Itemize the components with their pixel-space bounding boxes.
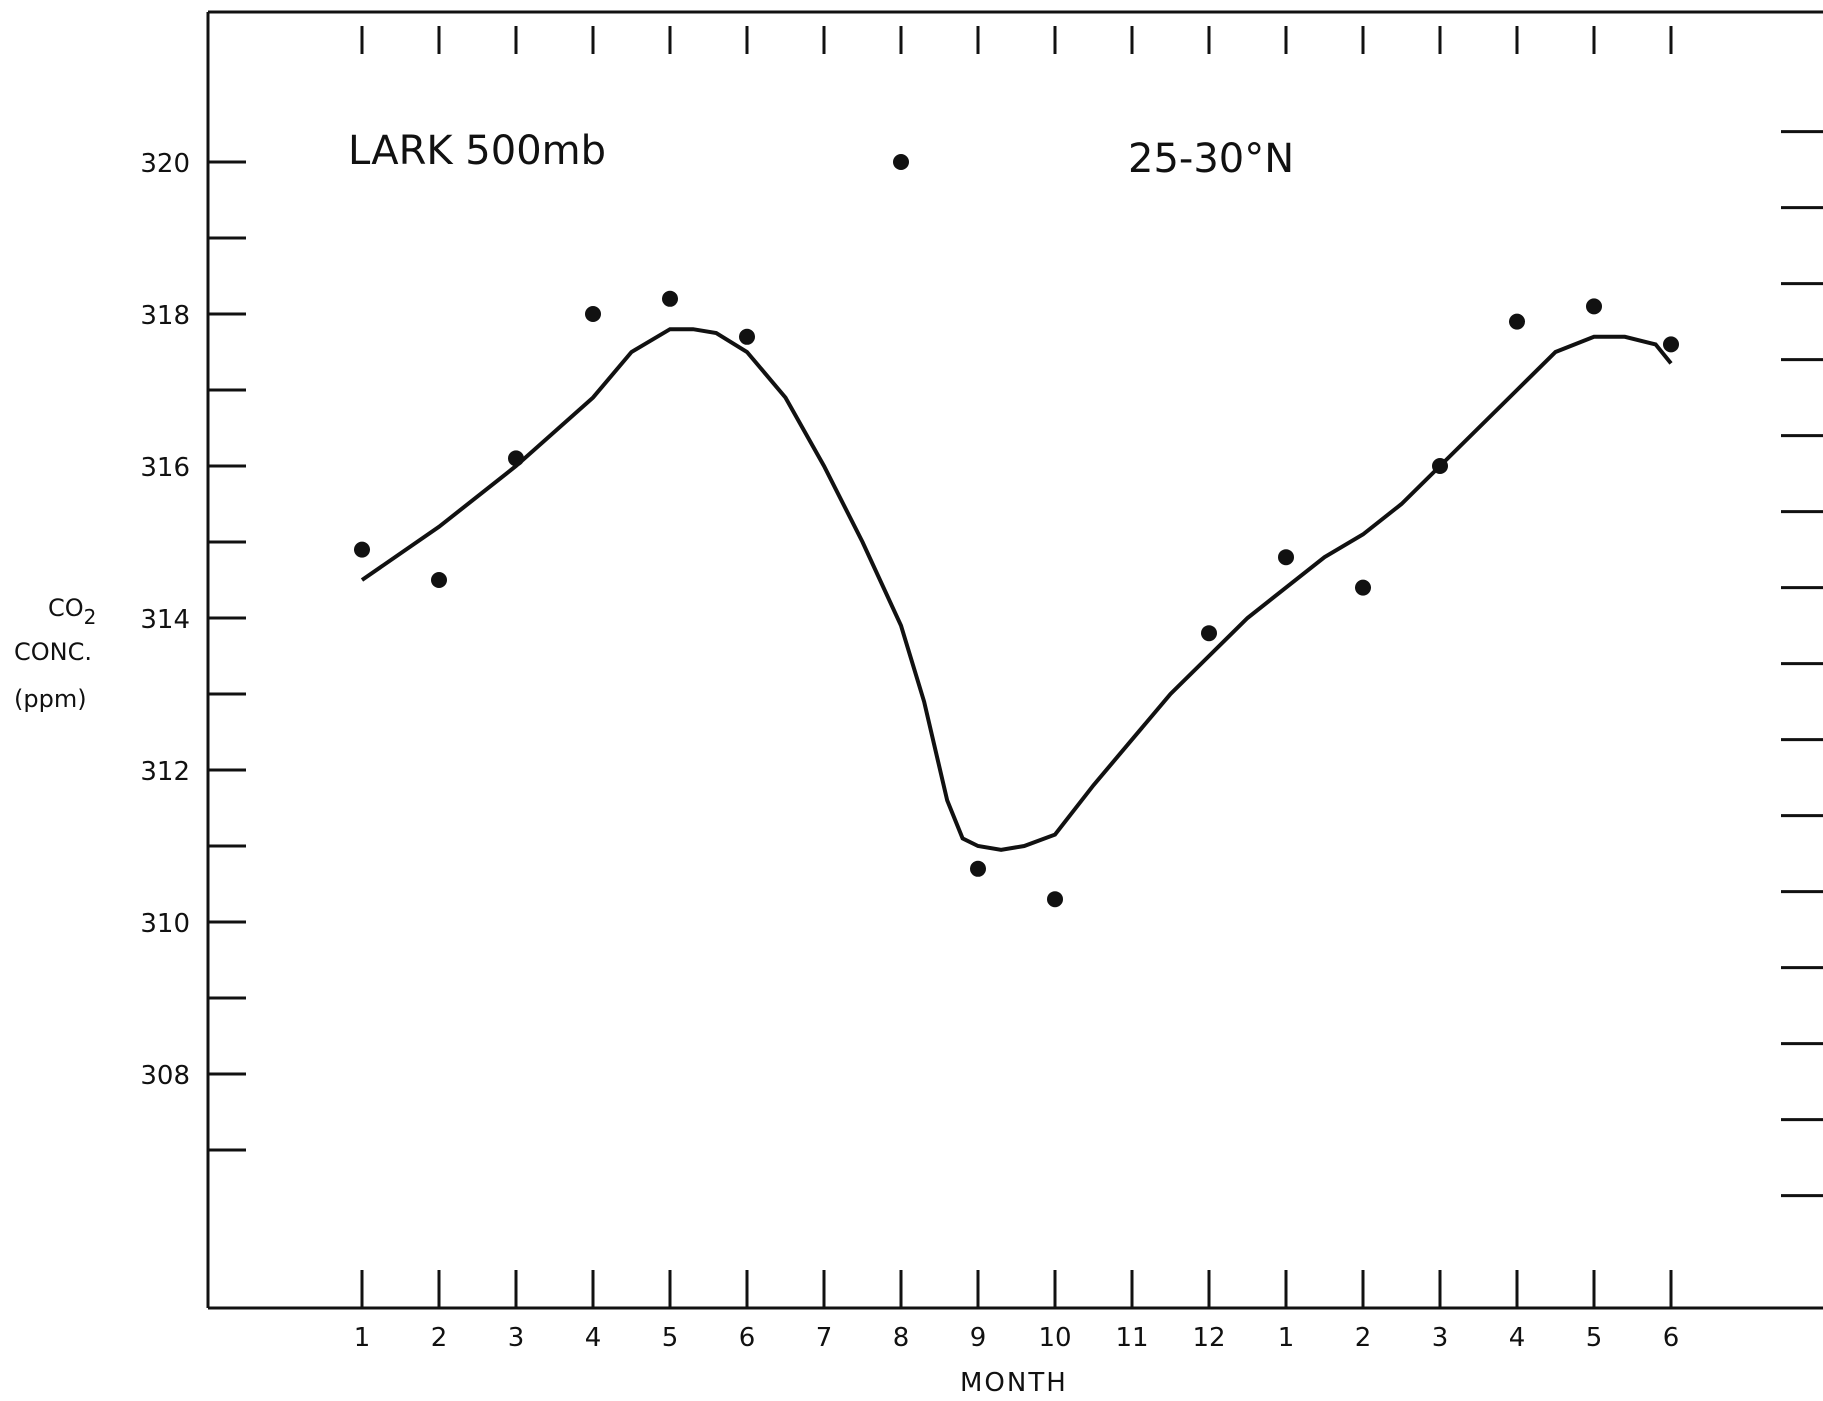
data-point xyxy=(970,860,986,877)
y-tick-label: 320 xyxy=(140,149,190,179)
y-axis-label-line2: CONC. xyxy=(14,638,92,666)
x-tick-label: 9 xyxy=(970,1323,987,1353)
data-point xyxy=(1047,891,1063,908)
data-point xyxy=(1278,549,1294,566)
x-tick-label: 2 xyxy=(1355,1323,1372,1353)
x-tick-label: 2 xyxy=(431,1323,448,1353)
top-axis-ticks xyxy=(360,26,1673,54)
y-tick-labels: 320 318 316 314 312 310 308 xyxy=(140,149,190,1091)
annotation-station: LARK 500mb xyxy=(348,128,606,174)
data-point xyxy=(739,328,755,345)
x-tick-label: 5 xyxy=(662,1323,679,1353)
right-axis-ticks xyxy=(1781,130,1823,1198)
x-tick-label: 4 xyxy=(1509,1323,1526,1353)
y-axis-ticks xyxy=(208,160,246,1152)
y-tick-label: 318 xyxy=(140,301,190,331)
data-point xyxy=(354,541,370,558)
x-tick-labels: 1 2 3 4 5 6 7 8 9 10 11 12 1 2 3 4 5 6 xyxy=(354,1323,1680,1353)
data-point xyxy=(508,450,524,467)
x-tick-label: 7 xyxy=(816,1323,833,1353)
data-point xyxy=(585,306,601,322)
fit-curve xyxy=(360,327,1673,852)
y-tick-label: 310 xyxy=(140,909,190,939)
x-tick-label: 4 xyxy=(585,1323,602,1353)
y-axis-label-line3: (ppm) xyxy=(14,685,87,713)
bottom-axis-ticks xyxy=(360,1270,1673,1308)
data-point xyxy=(431,572,447,588)
x-tick-label: 11 xyxy=(1115,1323,1148,1353)
x-tick-label: 12 xyxy=(1192,1323,1225,1353)
x-tick-label: 3 xyxy=(508,1323,525,1353)
data-points xyxy=(354,154,1679,908)
x-tick-label: 5 xyxy=(1586,1323,1603,1353)
data-point xyxy=(1663,336,1679,353)
data-point xyxy=(662,290,678,307)
y-tick-label: 312 xyxy=(140,757,190,787)
data-point xyxy=(1201,625,1217,642)
y-tick-label: 314 xyxy=(140,605,190,635)
y-axis-label-line1: CO2 xyxy=(48,594,96,629)
data-point xyxy=(1509,313,1525,330)
data-point xyxy=(1355,579,1371,596)
data-point xyxy=(1586,298,1602,315)
annotation-latitude: 25-30°N xyxy=(1128,136,1294,182)
data-point xyxy=(1432,458,1448,474)
y-tick-label: 316 xyxy=(140,453,190,483)
x-tick-label: 8 xyxy=(893,1323,910,1353)
y-tick-label: 308 xyxy=(140,1061,190,1091)
x-tick-label: 1 xyxy=(354,1323,371,1353)
x-tick-label: 6 xyxy=(1663,1323,1680,1353)
x-axis-label: MONTH xyxy=(960,1368,1068,1398)
x-tick-label: 6 xyxy=(739,1323,756,1353)
data-point xyxy=(893,154,909,170)
x-tick-label: 3 xyxy=(1432,1323,1449,1353)
x-tick-label: 1 xyxy=(1278,1323,1295,1353)
x-tick-label: 10 xyxy=(1038,1323,1071,1353)
